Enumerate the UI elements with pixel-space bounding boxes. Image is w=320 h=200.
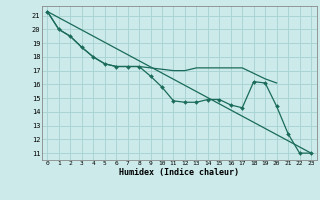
X-axis label: Humidex (Indice chaleur): Humidex (Indice chaleur) [119,168,239,177]
